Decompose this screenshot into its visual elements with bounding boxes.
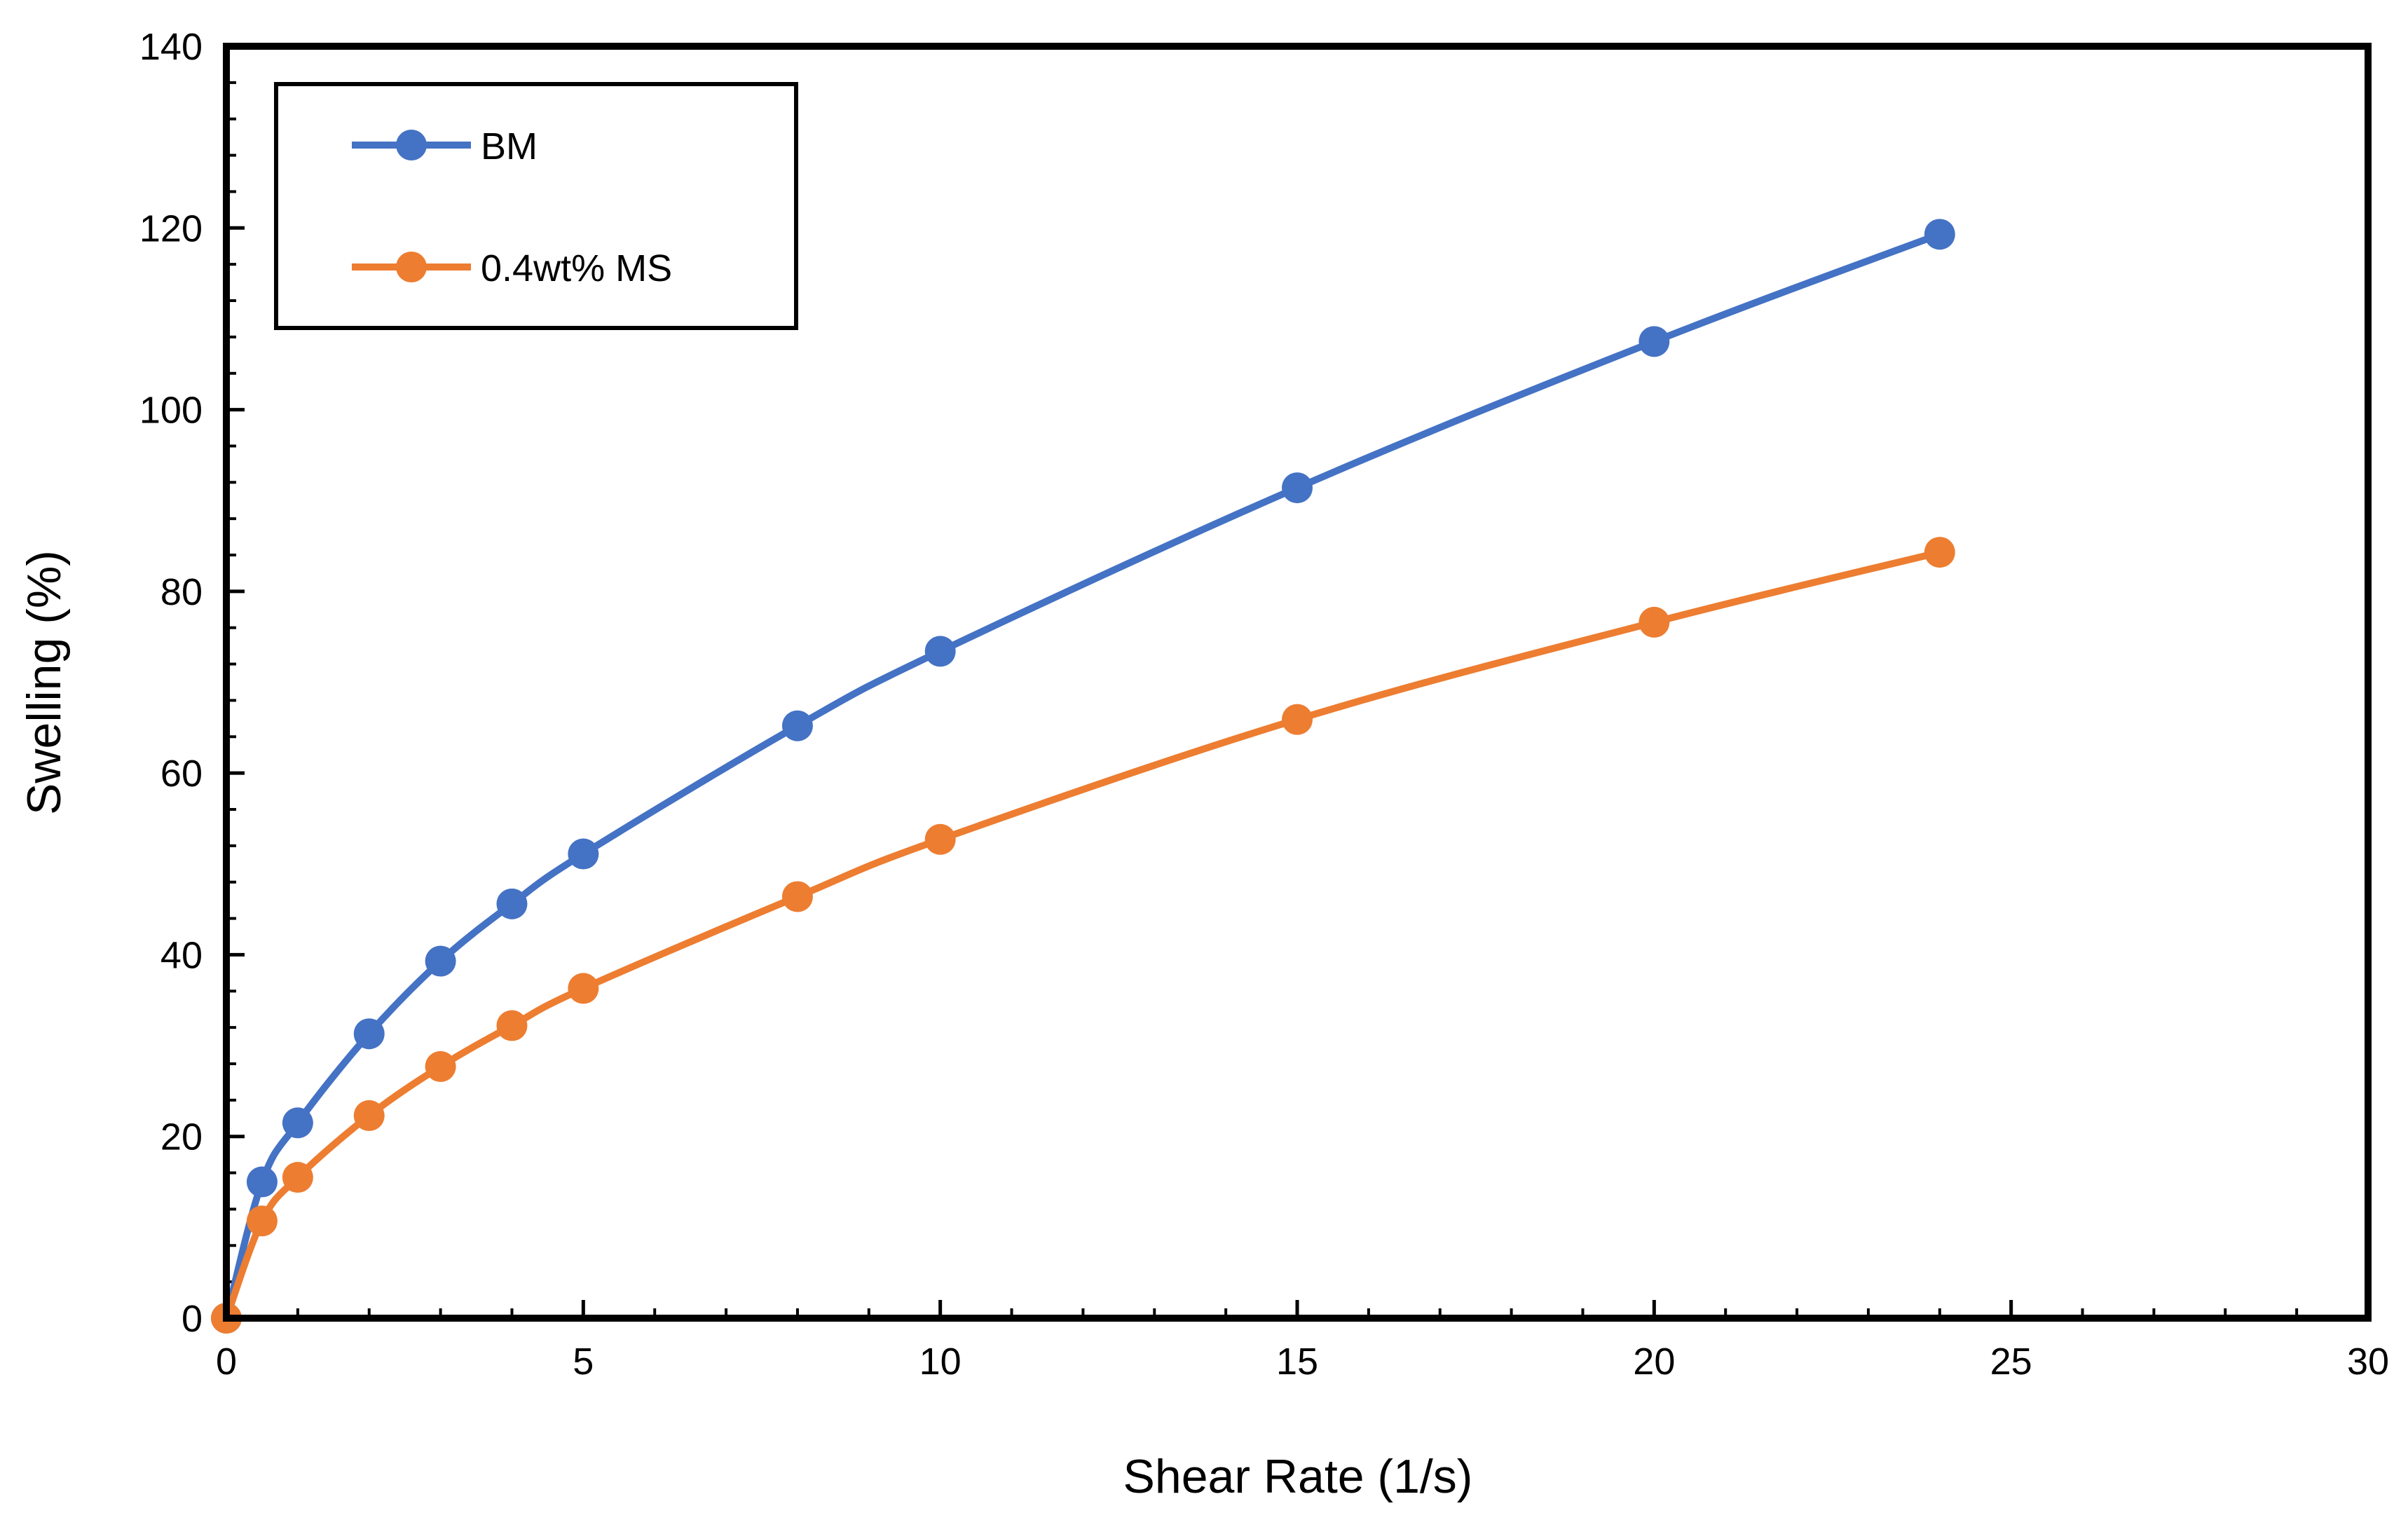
series-line-ms	[223, 549, 1943, 1322]
data-point-ms	[1639, 606, 1670, 638]
x-tick-label: 25	[1990, 1341, 2032, 1383]
data-point-ms	[246, 1205, 278, 1237]
data-point-ms	[1282, 704, 1313, 735]
data-point-bm	[924, 636, 956, 667]
x-tick-label: 30	[2347, 1341, 2389, 1383]
data-point-ms	[1924, 537, 1955, 568]
x-tick-label: 0	[216, 1341, 237, 1383]
x-tick-label: 15	[1276, 1341, 1318, 1383]
data-point-ms	[924, 823, 956, 855]
y-tick-label: 20	[160, 1116, 203, 1158]
x-tick-label: 20	[1633, 1341, 1675, 1383]
data-point-bm	[282, 1107, 313, 1139]
y-tick-label: 140	[139, 26, 203, 68]
y-tick-labels: 0 20 40 60 80 100 120 140	[139, 26, 203, 1340]
series-ms	[211, 537, 1955, 1334]
data-point-bm	[496, 888, 528, 919]
y-tick-label: 0	[182, 1298, 203, 1340]
data-point-ms	[568, 973, 599, 1004]
data-point-ms	[353, 1100, 385, 1131]
y-tick-label: 100	[139, 390, 203, 432]
data-point-ms	[781, 881, 813, 912]
data-point-bm	[568, 838, 599, 870]
legend-marker-bm	[396, 130, 427, 160]
y-axis-title: Swelling (%)	[18, 550, 71, 815]
y-tick-label: 80	[160, 571, 203, 613]
data-point-bm	[246, 1166, 278, 1198]
legend-box	[274, 82, 798, 330]
data-point-ms	[425, 1050, 456, 1082]
series-line-bm	[223, 231, 1943, 1322]
y-tick-label: 120	[139, 207, 203, 249]
legend-label-ms: 0.4wt% MS	[481, 247, 672, 289]
legend-label-bm: BM	[481, 125, 538, 167]
y-tick-label: 40	[160, 934, 203, 976]
data-point-bm	[353, 1018, 385, 1050]
x-tick-label: 5	[573, 1341, 594, 1383]
x-axis-title: Shear Rate (1/s)	[1123, 1450, 1473, 1503]
x-tick-label: 10	[919, 1341, 962, 1383]
series-bm	[211, 219, 1955, 1334]
data-point-ms	[496, 1010, 528, 1041]
series-layer	[211, 219, 1955, 1334]
legend-marker-ms	[396, 252, 427, 282]
data-point-bm	[425, 945, 456, 977]
x-tick-labels: 0 5 10 15 20 25 30	[216, 1341, 2389, 1383]
data-point-bm	[1639, 326, 1670, 357]
plot-frame	[223, 43, 2372, 1322]
y-tick-label: 60	[160, 753, 203, 795]
data-point-ms	[282, 1162, 313, 1193]
data-point-bm	[1924, 219, 1955, 250]
data-point-bm	[781, 710, 813, 741]
data-point-bm	[1282, 472, 1313, 504]
legend: BM 0.4wt% MS	[274, 82, 798, 330]
